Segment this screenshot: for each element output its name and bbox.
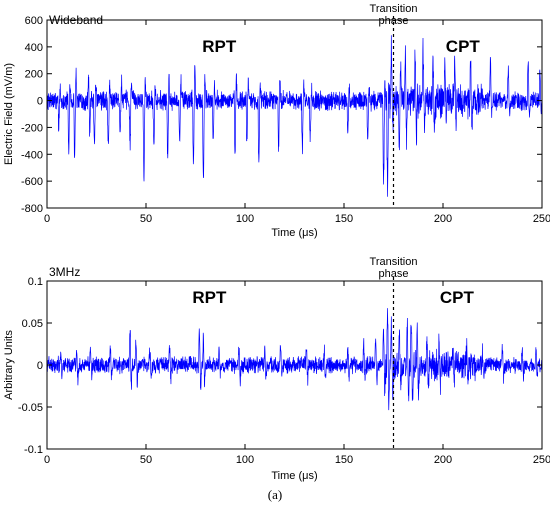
transition-label-line2: phase xyxy=(379,268,409,280)
x-tick-label: 0 xyxy=(44,454,50,466)
x-tick-label: 250 xyxy=(533,213,550,225)
y-tick-label: -800 xyxy=(21,203,43,215)
y-tick-label: -0.1 xyxy=(24,444,43,456)
y-tick-label: -600 xyxy=(21,176,43,188)
y-tick-label: 400 xyxy=(25,42,43,54)
y-axis-title: Arbitrary Units xyxy=(3,330,15,400)
y-tick-label: 0.1 xyxy=(28,276,43,288)
y-axis-title: Electric Field (mV/m) xyxy=(3,63,15,165)
x-tick-label: 100 xyxy=(236,213,254,225)
signal-series xyxy=(47,35,542,197)
band-label: 3MHz xyxy=(49,265,80,279)
region-label-cpt: CPT xyxy=(440,288,475,307)
y-tick-label: 600 xyxy=(25,15,43,27)
x-tick-label: 0 xyxy=(44,213,50,225)
x-axis-title: Time (μs) xyxy=(271,470,317,482)
y-tick-label: -400 xyxy=(21,149,43,161)
band-label: Wideband xyxy=(49,13,103,27)
x-tick-label: 200 xyxy=(434,213,452,225)
y-tick-label: -0.05 xyxy=(18,402,43,414)
y-tick-label: -200 xyxy=(21,122,43,134)
x-tick-label: 150 xyxy=(335,213,353,225)
x-axis-title: Time (μs) xyxy=(271,227,317,239)
x-tick-label: 250 xyxy=(533,454,550,466)
transition-label-line1: Transition xyxy=(370,3,418,15)
region-label-rpt: RPT xyxy=(202,37,237,56)
x-tick-label: 50 xyxy=(140,213,152,225)
x-tick-label: 150 xyxy=(335,454,353,466)
y-tick-label: 0 xyxy=(37,360,43,372)
x-tick-label: 100 xyxy=(236,454,254,466)
x-tick-label: 50 xyxy=(140,454,152,466)
x-tick-label: 200 xyxy=(434,454,452,466)
region-label-rpt: RPT xyxy=(192,288,227,307)
y-tick-label: 0 xyxy=(37,96,43,108)
y-tick-label: 0.05 xyxy=(22,318,43,330)
figure-caption: (a) xyxy=(267,487,283,502)
y-tick-label: 200 xyxy=(25,69,43,81)
transition-label-line1: Transition xyxy=(370,256,418,268)
plot-frame xyxy=(46,19,543,209)
transition-label-line2: phase xyxy=(379,15,409,27)
region-label-cpt: CPT xyxy=(446,37,481,56)
signal-series xyxy=(47,308,542,411)
